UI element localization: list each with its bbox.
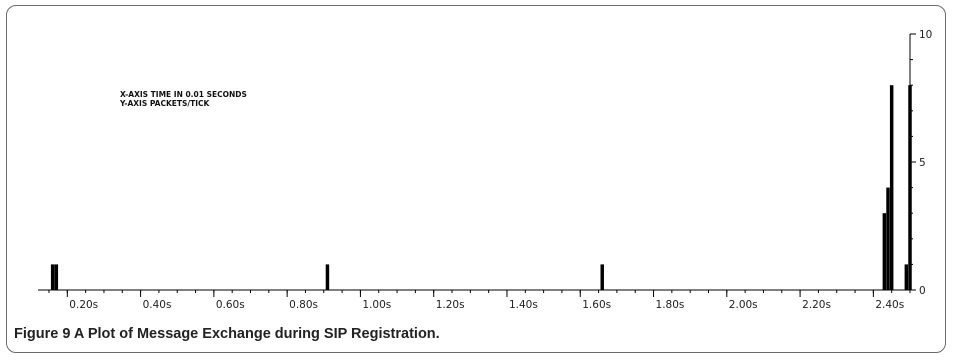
bar	[904, 264, 909, 290]
bar	[889, 85, 894, 290]
x-tick-label: 2.20s	[802, 299, 831, 311]
x-tick-label: 1.60s	[582, 299, 611, 311]
y-tick-label: 5	[919, 157, 926, 169]
axes: 0.20s 0.40s 0.60s 0.80s 1.00s 1.20s 1.40s 1.60s…	[38, 29, 932, 311]
y-tick-label: 0	[919, 285, 926, 297]
x-tick-label: 1.80s	[656, 299, 685, 311]
x-tick-label: 0.80s	[289, 299, 318, 311]
bar	[886, 187, 890, 290]
annotation-y-axis: Y-AXIS PACKETS/TICK	[119, 99, 211, 108]
y-tick-label: 10	[919, 29, 932, 41]
x-tick-label: 0.40s	[143, 299, 172, 311]
bar	[325, 264, 330, 290]
bar	[54, 264, 59, 290]
x-tick-label: 1.00s	[362, 299, 391, 311]
x-tick-label: 2.40s	[875, 299, 904, 311]
x-tick-label: 1.40s	[509, 299, 538, 311]
bar	[50, 264, 55, 290]
figure-frame	[6, 5, 946, 353]
annotation-x-axis: X-AXIS TIME IN 0.01 SECONDS	[120, 90, 247, 99]
bar	[600, 264, 604, 290]
annotation-group: X-AXIS TIME IN 0.01 SECONDS Y-AXIS PACKE…	[119, 90, 247, 108]
bars	[50, 85, 912, 290]
bar	[908, 85, 912, 290]
x-tick-label: 2.00s	[729, 299, 758, 311]
x-tick-label: 0.20s	[69, 299, 98, 311]
x-tick-label: 1.20s	[436, 299, 465, 311]
x-tick-label: 0.60s	[216, 299, 245, 311]
bar	[882, 213, 887, 290]
figure-caption: Figure 9 A Plot of Message Exchange duri…	[14, 326, 440, 342]
